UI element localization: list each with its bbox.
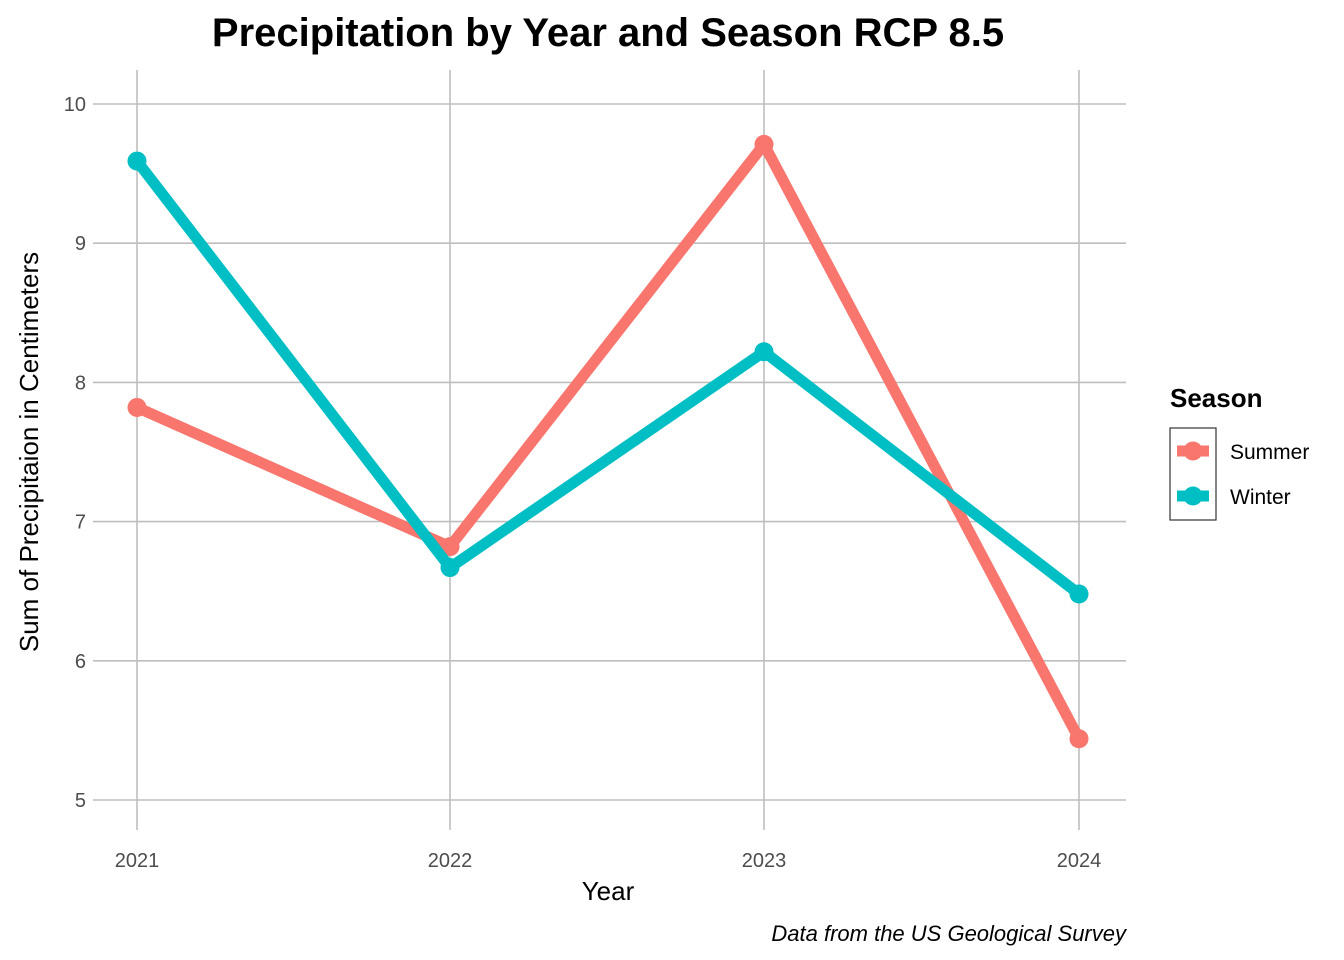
chart-caption: Data from the US Geological Survey [771,921,1128,946]
y-axis-title: Sum of Precipitaion in Centimeters [14,252,44,652]
legend-key-point-winter [1183,486,1203,506]
data-point-summer [1069,729,1089,749]
series-line-summer [131,138,1085,745]
data-point-winter [754,342,774,362]
legend-label-winter: Winter [1230,486,1291,509]
y-tick-label: 5 [75,790,86,812]
x-tick-label: 2023 [742,850,787,872]
legend-title: Season [1170,383,1263,413]
data-point-winter [440,558,460,578]
legend-key-point-summer [1183,441,1203,461]
data-point-summer [754,134,774,154]
data-point-winter [1069,584,1089,604]
grid-lines [93,70,1126,830]
data-point-summer [440,537,460,557]
legend-items: Summer Winter [1177,441,1309,509]
x-tick-label: 2024 [1057,850,1102,872]
x-tick-label: 2022 [428,850,473,872]
series-line-winter [131,155,1085,600]
legend-key-box [1169,427,1217,521]
legend-label-summer: Summer [1230,441,1309,464]
series-summer [127,134,1089,749]
y-tick-label: 8 [75,372,86,394]
chart-title: Precipitation by Year and Season RCP 8.5 [212,11,1004,55]
data-point-summer [127,397,147,417]
x-axis-title: Year [582,876,635,906]
y-tick-label: 6 [75,651,86,673]
series-winter [127,151,1089,604]
series-lines [127,134,1089,749]
legend: Season Summer Winter [1169,383,1309,521]
y-tick-label: 7 [75,512,86,534]
y-tick-label: 9 [75,233,86,255]
data-point-winter [127,151,147,171]
y-axis-ticks: 5 6 7 8 9 10 [64,94,86,812]
x-axis-ticks: 2021 2022 2023 2024 [115,850,1102,872]
y-tick-label: 10 [64,94,86,116]
x-tick-label: 2021 [115,850,160,872]
